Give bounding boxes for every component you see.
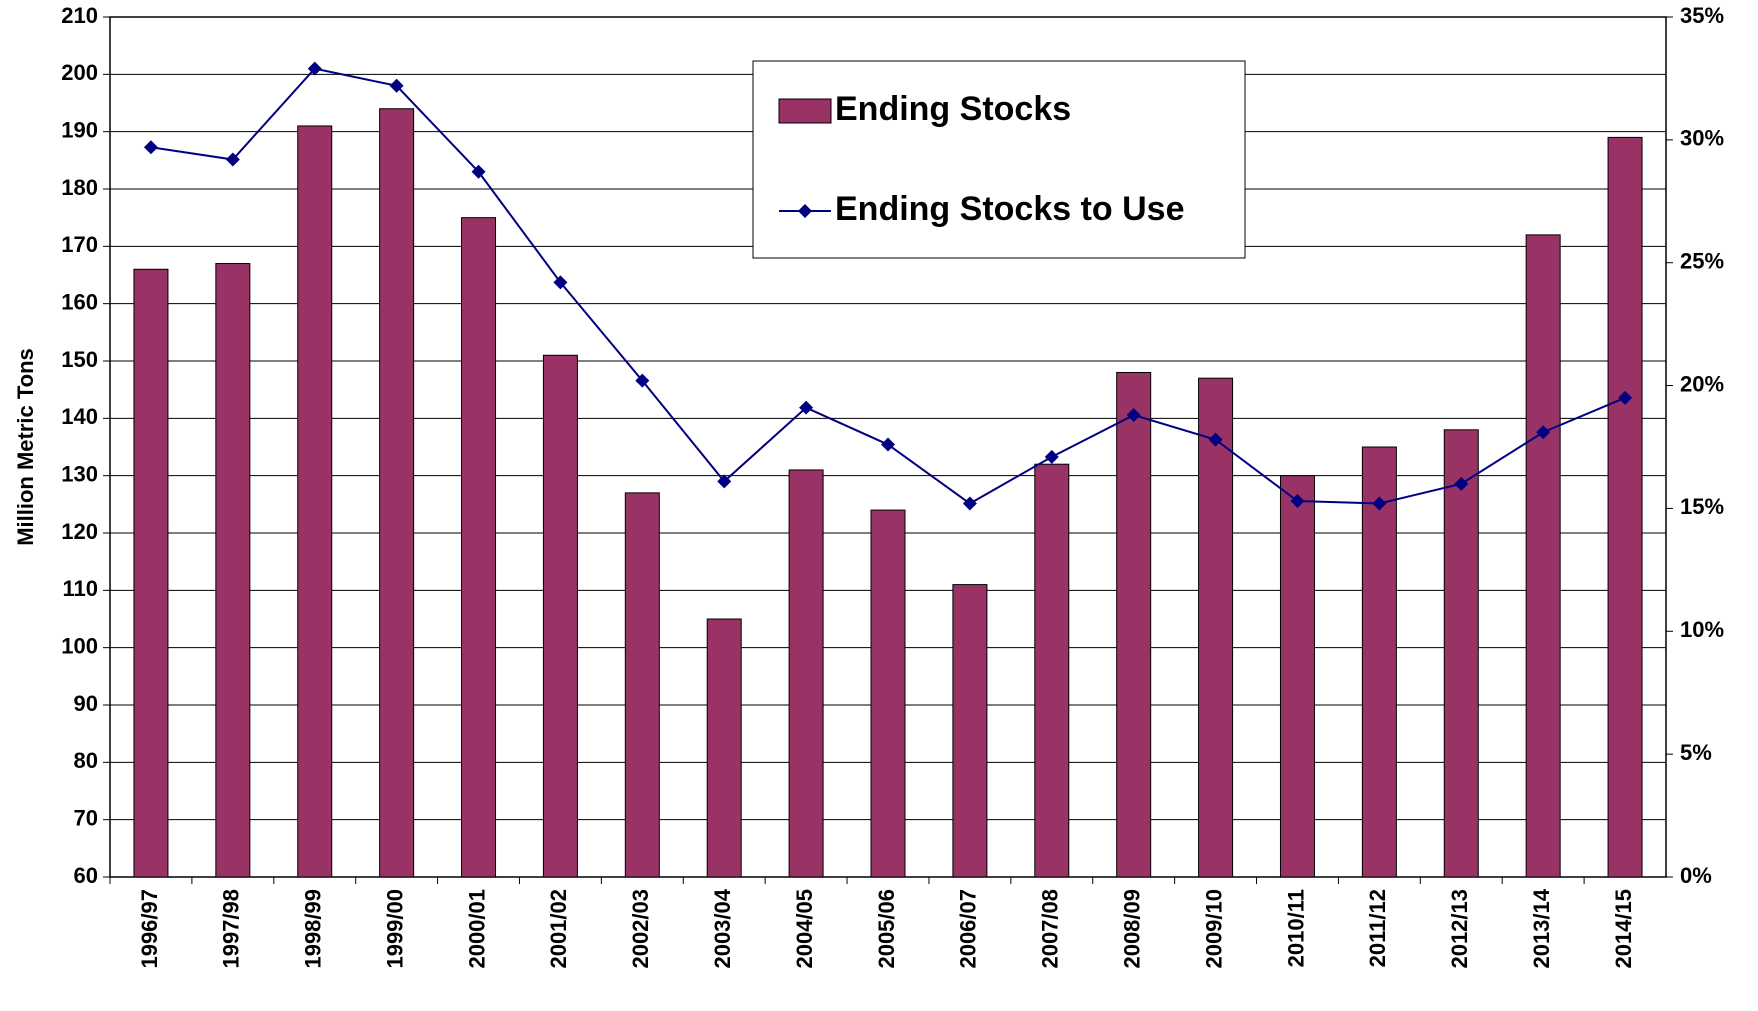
marker [881,437,895,452]
y2-tick-label: 30% [1680,126,1724,151]
bar [870,509,906,878]
y2-tick-label: 35% [1680,3,1724,28]
y-tick-label: 120 [61,519,98,544]
x-tick-label: 1998/99 [301,889,326,969]
y-tick-label: 210 [61,3,98,28]
marker [1454,476,1469,491]
y-tick-label: 60 [74,863,98,888]
marker [307,61,322,76]
x-tick-label: 1997/98 [219,889,244,969]
bar [1361,446,1397,878]
legend-swatch [778,98,832,124]
bar [379,108,415,878]
y2-tick-label: 0% [1680,863,1712,888]
bar [1279,475,1315,878]
marker [962,496,977,511]
x-tick-label: 2011/12 [1365,889,1390,967]
marker [717,474,732,489]
y2-tick-label: 25% [1680,249,1724,274]
marker [1208,432,1223,447]
x-tick-label: 2002/03 [628,889,653,969]
x-tick-label: 2006/07 [956,889,981,969]
x-tick-label: 2001/02 [546,889,571,969]
x-tick-label: 2012/13 [1447,889,1472,969]
marker [143,140,158,155]
bar [133,268,169,878]
bar [542,354,578,878]
bar [788,469,824,878]
y-tick-label: 130 [61,461,98,486]
bar [1116,371,1152,878]
bar [1198,377,1234,878]
bar [1525,234,1561,878]
marker [389,78,404,93]
legend-label: Ending Stocks to Use [835,190,1185,228]
x-tick-label: 1996/97 [137,889,162,969]
marker [1290,494,1305,509]
y-tick-label: 90 [74,691,98,716]
y-tick-label: 110 [63,576,99,601]
y-axis-label: Million Metric Tons [13,348,38,546]
x-tick-label: 2009/10 [1201,889,1226,969]
x-tick-label: 2003/04 [710,888,735,968]
y-tick-label: 190 [61,117,98,142]
legend-box [752,60,1246,259]
y-tick-label: 150 [61,347,98,372]
marker [1372,496,1387,511]
bar [461,217,497,878]
y-tick-label: 100 [61,633,98,658]
marker [635,373,650,388]
y-tick-label: 200 [61,60,98,85]
x-tick-label: 2008/09 [1119,889,1144,969]
marker [799,400,814,415]
legend-label: Ending Stocks [835,90,1071,128]
marker [1618,390,1633,405]
marker [1536,425,1551,440]
y-tick-label: 170 [61,232,98,257]
bar [1607,136,1643,878]
x-tick-label: 2000/01 [464,889,489,969]
y-tick-label: 70 [74,805,98,830]
y2-tick-label: 5% [1680,740,1712,765]
bar [1034,463,1070,878]
x-tick-label: 2004/05 [792,889,817,969]
marker [225,152,240,167]
x-tick-label: 2007/08 [1038,889,1063,969]
bar [215,263,251,878]
bar [952,584,988,878]
x-tick-label: 2013/14 [1529,888,1554,968]
bar [624,492,660,878]
x-tick-label: 1999/00 [382,889,407,969]
marker [1126,408,1141,423]
bar [1443,429,1479,878]
legend-marker [798,204,812,218]
y-tick-label: 160 [61,289,98,314]
marker [553,275,568,290]
y-tick-label: 140 [61,404,98,429]
marker [1044,449,1059,464]
marker [471,164,486,179]
x-tick-label: 2014/15 [1611,889,1636,969]
y-tick-label: 80 [74,748,98,773]
x-tick-label: 2010/11 [1283,889,1308,967]
bar [297,125,333,878]
x-tick-label: 2005/06 [874,889,899,969]
y2-tick-label: 20% [1680,371,1724,396]
y2-tick-label: 15% [1680,494,1724,519]
y2-tick-label: 10% [1680,617,1724,642]
y-tick-label: 180 [61,175,98,200]
bar [706,618,742,878]
